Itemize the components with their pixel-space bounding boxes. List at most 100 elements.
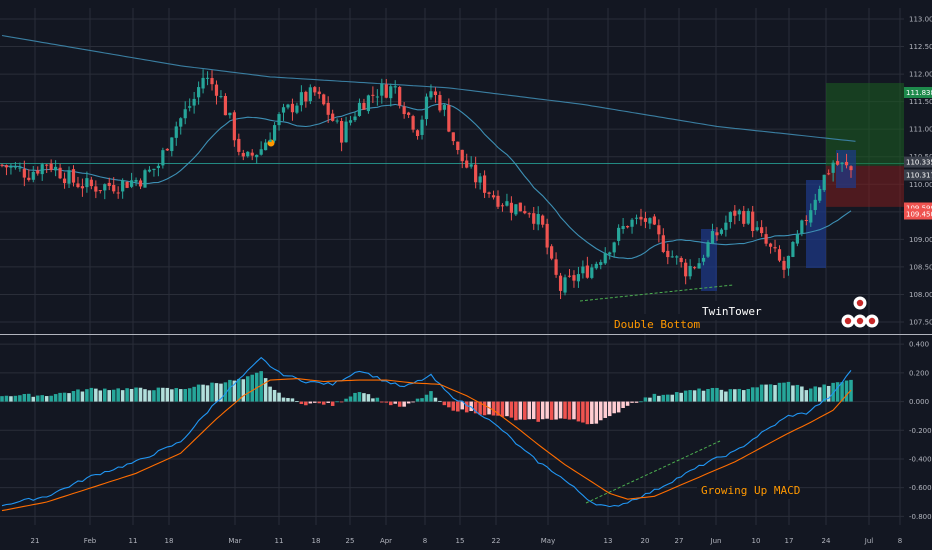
macd-histogram-bar xyxy=(514,401,518,421)
candle-body xyxy=(621,226,625,230)
macd-histogram-bar xyxy=(245,376,250,402)
macd-histogram-bar xyxy=(134,387,138,402)
time-axis: 21 Feb 11 18 Mar 11 18 25 Apr 8 15 22 May 13 20 27 Jun 10… xyxy=(31,537,903,545)
macd-histogram-bar xyxy=(277,392,281,402)
macd-histogram-bar xyxy=(670,394,675,402)
price-tick-label: 111.000 xyxy=(909,126,932,134)
time-tick-label: Feb xyxy=(84,537,97,545)
macd-histogram-bar xyxy=(268,386,272,402)
macd-histogram-bar xyxy=(755,387,759,402)
macd-histogram-bar xyxy=(4,395,9,402)
candle-body xyxy=(4,165,9,168)
candle-body xyxy=(719,229,724,234)
macd-histogram-bar xyxy=(491,401,496,416)
candle-body xyxy=(27,177,31,180)
candle-body xyxy=(563,277,567,293)
macd-histogram-bar xyxy=(371,398,375,402)
macd-histogram-bar xyxy=(254,372,259,402)
macd-histogram-bar xyxy=(120,390,125,402)
candle-body xyxy=(460,149,464,162)
logo-ball-center xyxy=(868,317,876,325)
candle-body xyxy=(447,105,451,132)
macd-histogram-bar xyxy=(759,384,764,402)
logo-ball-center xyxy=(844,317,852,325)
candle-body xyxy=(264,142,268,151)
candle-body xyxy=(152,168,156,170)
growing-macd-label-bg xyxy=(697,480,793,499)
macd-histogram-bar xyxy=(44,396,49,402)
candle-body xyxy=(603,253,607,264)
macd-histogram-bar xyxy=(482,401,487,416)
candle-body xyxy=(630,219,634,227)
candle-body xyxy=(232,112,236,141)
candle-body xyxy=(98,190,102,192)
macd-histogram-bar xyxy=(295,401,299,402)
macd-histogram-bar xyxy=(594,401,599,424)
macd-histogram-bar xyxy=(719,389,724,402)
macd-histogram-bar xyxy=(612,401,616,414)
macd-tick-label: -0.600 xyxy=(909,484,932,492)
time-tick-label: 20 xyxy=(641,537,650,545)
macd-histogram-bar xyxy=(129,388,134,402)
candle-body xyxy=(339,120,344,143)
candle-body xyxy=(786,255,791,269)
candle-body xyxy=(170,137,174,152)
candle-body xyxy=(134,179,138,182)
macd-histogram-bar xyxy=(353,392,357,402)
macd-histogram-bar xyxy=(362,393,366,402)
candle-body xyxy=(840,162,844,165)
candle-body xyxy=(710,231,715,244)
candle-body xyxy=(608,252,612,255)
macd-histogram-bar xyxy=(737,388,742,402)
candle-body xyxy=(818,188,822,201)
macd-histogram-bar xyxy=(420,398,424,402)
macd-histogram-bar xyxy=(89,387,94,402)
price-tick-label: 112.500 xyxy=(909,43,932,51)
candle-body xyxy=(554,259,558,275)
candle-body xyxy=(760,227,764,234)
price-tick-label: 109.000 xyxy=(909,236,932,244)
macd-histogram-bar xyxy=(500,401,505,417)
candle-body xyxy=(295,105,299,113)
macd-histogram-bar xyxy=(125,388,129,402)
candle-body xyxy=(590,267,594,278)
macd-histogram-bar xyxy=(259,371,263,402)
candle-body xyxy=(36,170,40,174)
candle-body xyxy=(71,169,76,183)
candle-body xyxy=(550,246,554,259)
candle-body xyxy=(210,78,214,85)
candle-body xyxy=(474,164,478,183)
candle-body xyxy=(331,113,335,121)
macd-histogram-bar xyxy=(710,387,715,402)
candle-body xyxy=(670,256,674,258)
macd-histogram-bar xyxy=(241,379,246,402)
macd-histogram-bar xyxy=(634,401,639,403)
macd-histogram-bar xyxy=(85,389,89,402)
time-tick-label: 11 xyxy=(275,537,284,545)
macd-histogram-bar xyxy=(724,391,728,402)
candle-body xyxy=(706,242,710,257)
macd-histogram-bar xyxy=(563,401,567,419)
macd-histogram-bar xyxy=(49,395,53,402)
macd-histogram-bar xyxy=(782,382,786,402)
double-bottom-label-bg xyxy=(610,314,692,333)
macd-histogram-bar xyxy=(822,384,826,402)
macd-histogram-bar xyxy=(272,389,277,402)
candle-body xyxy=(625,226,630,228)
candle-body xyxy=(827,173,831,175)
macd-histogram-bar xyxy=(438,400,442,402)
macd-histogram-bar xyxy=(330,401,335,406)
macd-histogram-bar xyxy=(429,391,433,402)
candle-body xyxy=(567,275,572,277)
candle-body xyxy=(688,265,692,277)
candle-body xyxy=(773,247,777,249)
candle-body xyxy=(795,234,799,244)
macd-histogram-bar xyxy=(210,382,214,402)
candle-body xyxy=(728,212,732,223)
candle-body xyxy=(643,218,648,222)
candle-body xyxy=(398,87,402,106)
macd-histogram-bar xyxy=(835,382,840,402)
macd-histogram-bar xyxy=(228,379,232,402)
candle-body xyxy=(482,175,487,193)
